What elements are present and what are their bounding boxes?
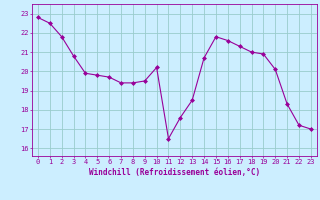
X-axis label: Windchill (Refroidissement éolien,°C): Windchill (Refroidissement éolien,°C) bbox=[89, 168, 260, 177]
